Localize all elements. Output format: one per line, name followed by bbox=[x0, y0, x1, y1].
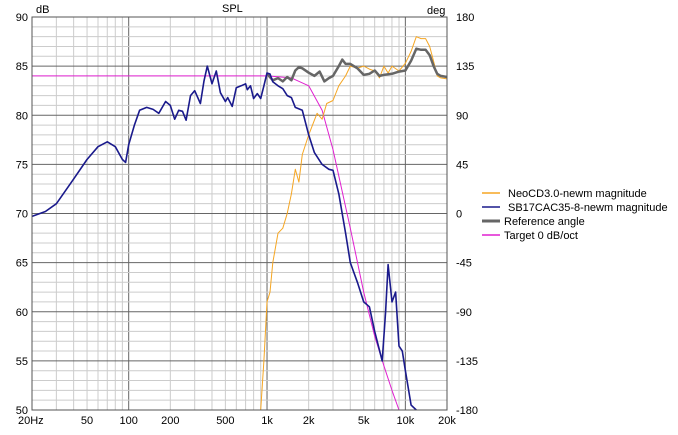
x-tick-label: 100 bbox=[120, 415, 138, 427]
series-line-1 bbox=[31, 65, 417, 411]
legend-entry: SB17CAC35-8-newm magnitude bbox=[508, 202, 668, 214]
y-tick-label: 65 bbox=[16, 258, 28, 270]
x-tick-label: 1k bbox=[261, 415, 273, 427]
y2-axis-label: deg bbox=[427, 5, 445, 17]
y-tick-label: 70 bbox=[16, 209, 28, 221]
series-line-2 bbox=[266, 47, 448, 83]
y-tick-label: 60 bbox=[16, 307, 28, 319]
y2-tick-label: 45 bbox=[456, 159, 468, 171]
x-tick-label: 10k bbox=[396, 415, 414, 427]
plot-frame bbox=[31, 16, 448, 411]
x-tick-label: 5k bbox=[358, 415, 370, 427]
y2-tick-label: 90 bbox=[456, 110, 468, 122]
y2-tick-label: -90 bbox=[456, 307, 472, 319]
x-tick-label: 200 bbox=[161, 415, 179, 427]
legend: NeoCD3.0-newm magnitude SB17CAC35-8-newm … bbox=[482, 188, 668, 242]
series-line-0 bbox=[260, 36, 448, 411]
y-tick-label: 75 bbox=[16, 159, 28, 171]
x-tick-label: 2k bbox=[303, 415, 315, 427]
x-tick-label: 20Hz bbox=[18, 415, 44, 427]
legend-entry: Target 0 dB/oct bbox=[504, 230, 578, 242]
x-tick-label: 500 bbox=[216, 415, 234, 427]
y-tick-label: 55 bbox=[16, 356, 28, 368]
chart-title: SPL bbox=[222, 3, 243, 15]
y2-tick-label: -45 bbox=[456, 258, 472, 270]
y2-tick-label: -135 bbox=[456, 356, 478, 368]
axis-ticks: 20Hz 50 100 200 500 1k 2k 5k 10k 20k9085807570656… bbox=[16, 12, 478, 427]
y-axis-label: dB bbox=[36, 4, 49, 16]
y-tick-label: 85 bbox=[16, 61, 28, 73]
y2-tick-label: 135 bbox=[456, 61, 474, 73]
y-tick-label: 80 bbox=[16, 110, 28, 122]
curves bbox=[31, 36, 448, 411]
y2-tick-label: 180 bbox=[456, 12, 474, 24]
legend-entry: NeoCD3.0-newm magnitude bbox=[508, 188, 647, 200]
legend-entry: Reference angle bbox=[504, 216, 585, 228]
x-tick-label: 50 bbox=[81, 415, 93, 427]
y2-tick-label: 0 bbox=[456, 209, 462, 221]
y2-tick-label: -180 bbox=[456, 405, 478, 417]
y-tick-label: 90 bbox=[16, 12, 28, 24]
x-tick-label: 20k bbox=[438, 415, 456, 427]
y-tick-label: 50 bbox=[16, 405, 28, 417]
